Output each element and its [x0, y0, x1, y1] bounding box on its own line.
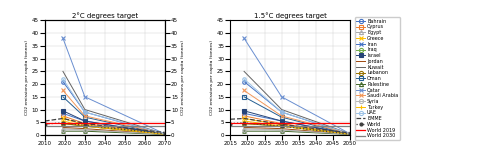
Title: 1.5°C degrees target: 1.5°C degrees target — [254, 12, 326, 19]
Y-axis label: CO2 emissions per capita (tonnes): CO2 emissions per capita (tonnes) — [210, 40, 214, 115]
Title: 2°C degrees target: 2°C degrees target — [72, 12, 138, 19]
Y-axis label: CO2 emissions per capita (tonnes): CO2 emissions per capita (tonnes) — [25, 40, 29, 115]
Y-axis label: CO2 emissions per capita (tonnes): CO2 emissions per capita (tonnes) — [180, 40, 184, 115]
Legend: Bahrain, Cyprus, Egypt, Greece, Iran, Iraq, Israel, Jordan, Kuwait, Lebanon, Oma: Bahrain, Cyprus, Egypt, Greece, Iran, Ir… — [355, 17, 400, 140]
